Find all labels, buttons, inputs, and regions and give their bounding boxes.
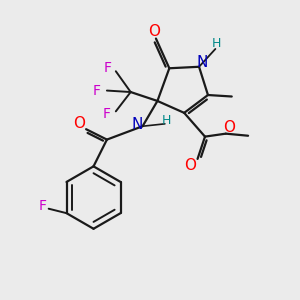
Text: F: F bbox=[92, 84, 101, 98]
Text: O: O bbox=[148, 24, 160, 39]
Text: N: N bbox=[196, 55, 208, 70]
Text: F: F bbox=[38, 199, 46, 213]
Text: O: O bbox=[184, 158, 196, 173]
Text: N: N bbox=[131, 117, 143, 132]
Text: O: O bbox=[74, 116, 86, 131]
Text: H: H bbox=[212, 37, 222, 50]
Text: F: F bbox=[103, 107, 111, 121]
Text: F: F bbox=[103, 61, 112, 75]
Text: H: H bbox=[162, 114, 171, 127]
Text: O: O bbox=[223, 120, 235, 135]
